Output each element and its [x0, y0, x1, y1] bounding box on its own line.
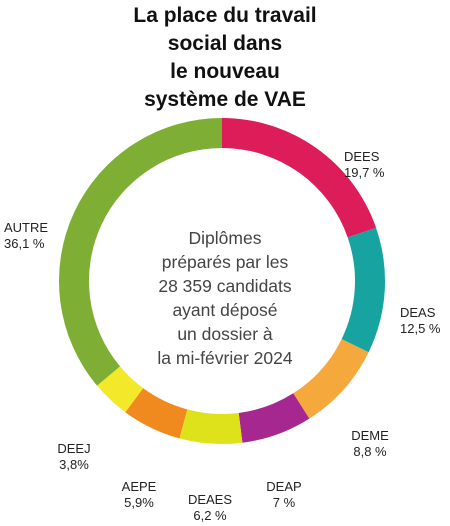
slice-label-aepe: AEPE [122, 479, 157, 494]
center-line: Diplômes [188, 228, 262, 248]
slice-label-dees: DEES [344, 149, 380, 164]
slice-label-deej: DEEJ [57, 441, 90, 456]
slice-deaes [179, 409, 243, 444]
title-line: La place du travail [133, 4, 317, 27]
slice-value-deap: 7 % [273, 495, 296, 510]
slice-deej [97, 366, 144, 413]
slice-label-deap: DEAP [266, 479, 301, 494]
slice-deme [293, 339, 369, 419]
slice-label-deas: DEAS [400, 305, 436, 320]
center-line: un dossier à [177, 324, 273, 344]
slice-dees [222, 118, 377, 238]
slice-autre [58, 117, 223, 386]
center-caption: Diplômes préparés par les 28 359 candida… [135, 226, 315, 370]
center-line: la mi-février 2024 [157, 348, 293, 368]
slice-aepe [125, 388, 188, 439]
slice-value-aepe: 5,9% [124, 495, 154, 510]
slice-value-deme: 8,8 % [353, 444, 387, 459]
center-line: préparés par les [161, 252, 289, 272]
slice-value-autre: 36,1 % [4, 236, 45, 251]
slice-label-deme: DEME [351, 428, 389, 443]
slice-label-deaes: DEAES [188, 492, 232, 507]
slice-value-dees: 19,7 % [344, 165, 385, 180]
slice-deap [238, 393, 310, 443]
slice-label-autre: AUTRE [4, 220, 48, 235]
slice-value-deej: 3,8% [59, 457, 89, 472]
center-line: 28 359 candidats [158, 276, 292, 296]
title-line: système de VAE [144, 88, 306, 111]
slice-value-deaes: 6,2 % [193, 508, 227, 523]
title-line: social dans [167, 32, 283, 55]
title-line: le nouveau [170, 60, 280, 83]
donut-slices [58, 117, 385, 444]
slice-value-deas: 12,5 % [400, 321, 441, 336]
center-line: ayant déposé [172, 300, 278, 320]
chart-title: La place du travail social dans le nouve… [0, 2, 450, 114]
slice-deas [341, 227, 385, 353]
